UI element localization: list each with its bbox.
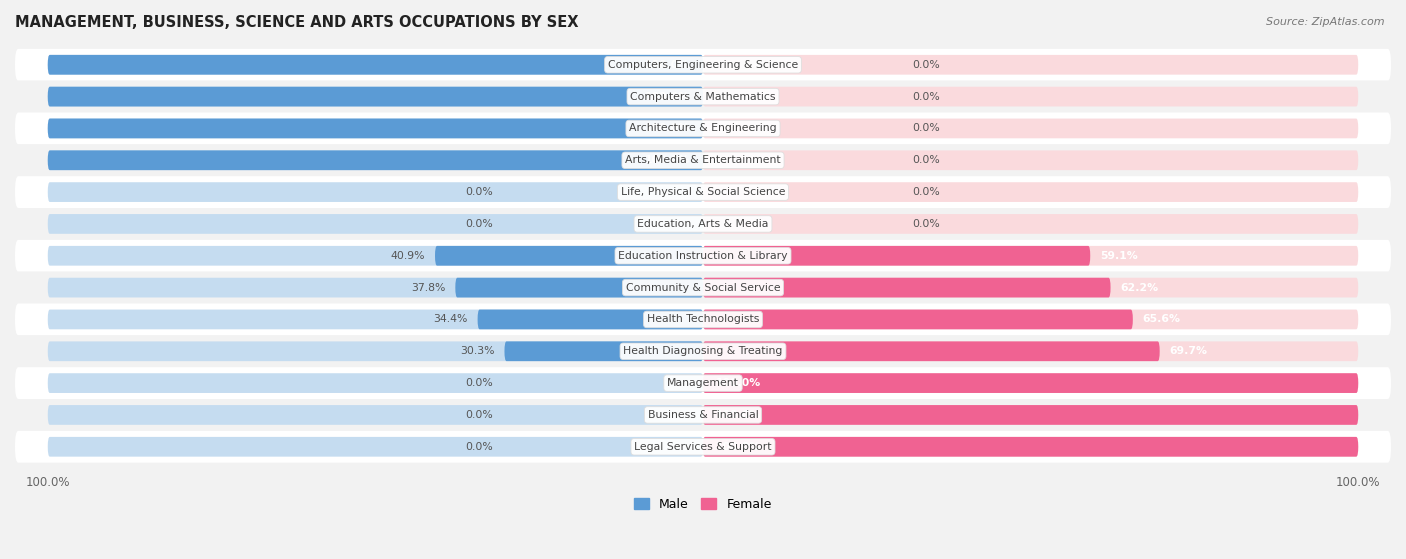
FancyBboxPatch shape — [15, 80, 1391, 112]
FancyBboxPatch shape — [15, 144, 1391, 176]
Text: 0.0%: 0.0% — [465, 378, 494, 388]
Legend: Male, Female: Male, Female — [630, 493, 776, 516]
FancyBboxPatch shape — [48, 119, 703, 138]
Text: 0.0%: 0.0% — [912, 124, 941, 134]
FancyBboxPatch shape — [15, 367, 1391, 399]
Text: 65.6%: 65.6% — [1143, 314, 1181, 324]
FancyBboxPatch shape — [703, 278, 1358, 297]
FancyBboxPatch shape — [703, 342, 1160, 361]
FancyBboxPatch shape — [15, 176, 1391, 208]
FancyBboxPatch shape — [48, 214, 703, 234]
FancyBboxPatch shape — [703, 373, 1358, 393]
FancyBboxPatch shape — [48, 405, 703, 425]
Text: 0.0%: 0.0% — [912, 219, 941, 229]
FancyBboxPatch shape — [48, 150, 703, 170]
FancyBboxPatch shape — [15, 335, 1391, 367]
Text: Computers & Mathematics: Computers & Mathematics — [630, 92, 776, 102]
Text: Life, Physical & Social Science: Life, Physical & Social Science — [621, 187, 785, 197]
FancyBboxPatch shape — [15, 304, 1391, 335]
FancyBboxPatch shape — [15, 272, 1391, 304]
Text: Management: Management — [666, 378, 740, 388]
Text: Computers, Engineering & Science: Computers, Engineering & Science — [607, 60, 799, 70]
FancyBboxPatch shape — [434, 246, 703, 266]
FancyBboxPatch shape — [15, 49, 1391, 80]
FancyBboxPatch shape — [15, 431, 1391, 463]
FancyBboxPatch shape — [48, 246, 703, 266]
FancyBboxPatch shape — [703, 119, 1358, 138]
FancyBboxPatch shape — [505, 342, 703, 361]
Text: 69.7%: 69.7% — [1170, 346, 1208, 356]
Text: Legal Services & Support: Legal Services & Support — [634, 442, 772, 452]
FancyBboxPatch shape — [703, 278, 1111, 297]
FancyBboxPatch shape — [703, 310, 1358, 329]
Text: Arts, Media & Entertainment: Arts, Media & Entertainment — [626, 155, 780, 165]
Text: 62.2%: 62.2% — [1121, 283, 1159, 292]
FancyBboxPatch shape — [703, 246, 1090, 266]
Text: 100.0%: 100.0% — [644, 92, 690, 102]
FancyBboxPatch shape — [48, 342, 703, 361]
Text: Community & Social Service: Community & Social Service — [626, 283, 780, 292]
FancyBboxPatch shape — [478, 310, 703, 329]
FancyBboxPatch shape — [703, 373, 1358, 393]
FancyBboxPatch shape — [48, 150, 703, 170]
Text: Source: ZipAtlas.com: Source: ZipAtlas.com — [1267, 17, 1385, 27]
FancyBboxPatch shape — [48, 55, 703, 75]
Text: 0.0%: 0.0% — [912, 60, 941, 70]
FancyBboxPatch shape — [48, 87, 703, 106]
Text: Architecture & Engineering: Architecture & Engineering — [630, 124, 776, 134]
Text: 40.9%: 40.9% — [391, 251, 425, 260]
FancyBboxPatch shape — [703, 87, 1358, 106]
Text: Health Technologists: Health Technologists — [647, 314, 759, 324]
FancyBboxPatch shape — [48, 437, 703, 457]
FancyBboxPatch shape — [703, 150, 1358, 170]
Text: 100.0%: 100.0% — [716, 378, 762, 388]
Text: Business & Financial: Business & Financial — [648, 410, 758, 420]
FancyBboxPatch shape — [703, 214, 1358, 234]
Text: 100.0%: 100.0% — [644, 124, 690, 134]
FancyBboxPatch shape — [15, 240, 1391, 272]
Text: 0.0%: 0.0% — [912, 187, 941, 197]
FancyBboxPatch shape — [703, 182, 1358, 202]
Text: 100.0%: 100.0% — [716, 442, 762, 452]
Text: 0.0%: 0.0% — [465, 187, 494, 197]
FancyBboxPatch shape — [15, 208, 1391, 240]
Text: 37.8%: 37.8% — [411, 283, 446, 292]
FancyBboxPatch shape — [48, 87, 703, 106]
FancyBboxPatch shape — [703, 437, 1358, 457]
Text: 100.0%: 100.0% — [644, 155, 690, 165]
FancyBboxPatch shape — [703, 437, 1358, 457]
FancyBboxPatch shape — [48, 182, 703, 202]
Text: Health Diagnosing & Treating: Health Diagnosing & Treating — [623, 346, 783, 356]
FancyBboxPatch shape — [48, 373, 703, 393]
FancyBboxPatch shape — [703, 405, 1358, 425]
Text: Education Instruction & Library: Education Instruction & Library — [619, 251, 787, 260]
Text: 0.0%: 0.0% — [912, 155, 941, 165]
FancyBboxPatch shape — [703, 310, 1133, 329]
FancyBboxPatch shape — [48, 278, 703, 297]
Text: 100.0%: 100.0% — [716, 410, 762, 420]
Text: 0.0%: 0.0% — [465, 410, 494, 420]
FancyBboxPatch shape — [15, 112, 1391, 144]
Text: 30.3%: 30.3% — [460, 346, 495, 356]
FancyBboxPatch shape — [703, 55, 1358, 75]
Text: 34.4%: 34.4% — [433, 314, 468, 324]
FancyBboxPatch shape — [15, 399, 1391, 431]
Text: 0.0%: 0.0% — [465, 442, 494, 452]
Text: 0.0%: 0.0% — [465, 219, 494, 229]
FancyBboxPatch shape — [703, 246, 1358, 266]
Text: MANAGEMENT, BUSINESS, SCIENCE AND ARTS OCCUPATIONS BY SEX: MANAGEMENT, BUSINESS, SCIENCE AND ARTS O… — [15, 15, 578, 30]
FancyBboxPatch shape — [703, 342, 1358, 361]
FancyBboxPatch shape — [703, 405, 1358, 425]
Text: 0.0%: 0.0% — [912, 92, 941, 102]
Text: 59.1%: 59.1% — [1099, 251, 1137, 260]
FancyBboxPatch shape — [48, 310, 703, 329]
FancyBboxPatch shape — [48, 55, 703, 75]
FancyBboxPatch shape — [48, 119, 703, 138]
Text: Education, Arts & Media: Education, Arts & Media — [637, 219, 769, 229]
Text: 100.0%: 100.0% — [644, 60, 690, 70]
FancyBboxPatch shape — [456, 278, 703, 297]
